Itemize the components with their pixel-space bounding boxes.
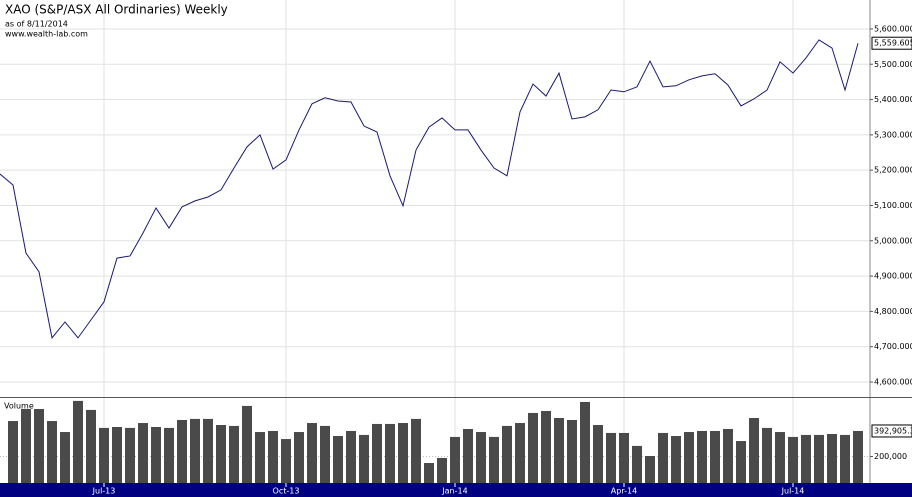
- volume-bar: [73, 400, 83, 483]
- volume-bar: [736, 441, 746, 483]
- volume-bar: [112, 426, 122, 483]
- volume-bar: [710, 430, 720, 483]
- volume-bar: [346, 430, 356, 483]
- volume-bar: [489, 436, 499, 483]
- y-tick-label: 5,100.000: [874, 201, 912, 210]
- volume-bar: [619, 432, 629, 483]
- volume-bar: [281, 439, 291, 483]
- x-tick-label: Oct-13: [273, 487, 300, 496]
- volume-bar: [476, 432, 486, 483]
- y-tick-label: 200,000: [874, 452, 907, 461]
- volume-bar: [411, 418, 421, 483]
- volume-bar: [333, 435, 343, 483]
- chart-subtitle: as of 8/11/2014: [5, 20, 68, 29]
- y-tick-label: 4,700.000: [874, 342, 912, 351]
- volume-bar: [463, 428, 473, 483]
- volume-bar: [788, 436, 798, 483]
- volume-bar: [177, 419, 187, 483]
- x-tick-label: Jul-14: [781, 487, 805, 496]
- y-tick-label: 5,600.000: [874, 24, 912, 33]
- volume-bar: [8, 421, 18, 483]
- volume-bar: [593, 425, 603, 483]
- volume-bar: [528, 412, 538, 483]
- last-value-label: 5,559.605: [874, 39, 912, 48]
- volume-bar: [164, 427, 174, 483]
- y-tick-label: 5,300.000: [874, 130, 912, 139]
- volume-bar: [749, 417, 759, 483]
- volume-bar: [125, 427, 135, 483]
- volume-bar: [320, 425, 330, 483]
- volume-bar: [138, 423, 148, 483]
- volume-bar: [21, 408, 31, 483]
- volume-bar: [34, 408, 44, 483]
- volume-bar: [840, 434, 850, 483]
- chart-title: XAO (S&P/ASX All Ordinaries) Weekly: [5, 3, 228, 17]
- volume-bar: [554, 417, 564, 483]
- last-value-box: [871, 424, 912, 438]
- volume-bar: [294, 432, 304, 483]
- volume-bar: [229, 425, 239, 483]
- volume-bar: [515, 423, 525, 483]
- volume-bar: [723, 428, 733, 483]
- volume-bar: [372, 423, 382, 483]
- y-tick-label: 5,500.000: [874, 60, 912, 69]
- source: www.wealth-lab.com: [5, 30, 88, 39]
- volume-bar: [359, 434, 369, 483]
- volume-bar: [60, 432, 70, 483]
- volume-bar: [541, 410, 551, 483]
- volume-bar: [151, 426, 161, 483]
- y-tick-label: 5,000.000: [874, 236, 912, 245]
- volume-bar: [242, 405, 252, 483]
- volume-bar: [190, 418, 200, 483]
- volume-bar: [86, 409, 96, 483]
- price-line: [0, 39, 859, 340]
- y-tick-label: 4,900.000: [874, 272, 912, 281]
- volume-bar: [385, 423, 395, 483]
- volume-bar: [632, 445, 642, 483]
- volume-bar: [853, 430, 863, 483]
- volume-bar: [216, 425, 226, 483]
- volume-bar: [307, 423, 317, 483]
- volume-bar: [645, 455, 655, 483]
- date-axis-bar: [0, 483, 912, 497]
- volume-bar: [502, 425, 512, 483]
- y-tick-label: 5,200.000: [874, 166, 912, 175]
- x-tick-label: Jan-14: [441, 487, 467, 496]
- volume-bar: [424, 463, 434, 483]
- last-value-box: [871, 36, 912, 50]
- volume-bar: [203, 418, 213, 483]
- volume-bar: [606, 432, 616, 483]
- volume-bar: [827, 434, 837, 483]
- volume-bar: [762, 427, 772, 483]
- volume-bar: [801, 434, 811, 483]
- y-tick-label: 5,400.000: [874, 95, 912, 104]
- volume-bar: [775, 432, 785, 483]
- volume-bar: [580, 401, 590, 483]
- volume-bar: [437, 457, 447, 483]
- panel-title: Volume: [4, 402, 34, 411]
- volume-bar: [398, 423, 408, 483]
- volume-bar: [255, 432, 265, 483]
- volume-bar: [814, 434, 824, 483]
- volume-bar: [671, 435, 681, 483]
- volume-bar: [567, 419, 577, 483]
- last-value-label: 392,905.3: [874, 426, 912, 435]
- volume-bar: [268, 430, 278, 483]
- x-tick-label: Apr-14: [611, 487, 637, 496]
- volume-bar: [47, 421, 57, 483]
- volume-bar: [684, 432, 694, 483]
- volume-bar: [99, 427, 109, 483]
- volume-bar: [697, 430, 707, 483]
- volume-bar: [658, 432, 668, 483]
- volume-bar: [450, 436, 460, 483]
- y-tick-label: 4,600.000: [874, 377, 912, 386]
- y-tick-label: 4,800.000: [874, 307, 912, 316]
- x-tick-label: Jul-13: [92, 487, 116, 496]
